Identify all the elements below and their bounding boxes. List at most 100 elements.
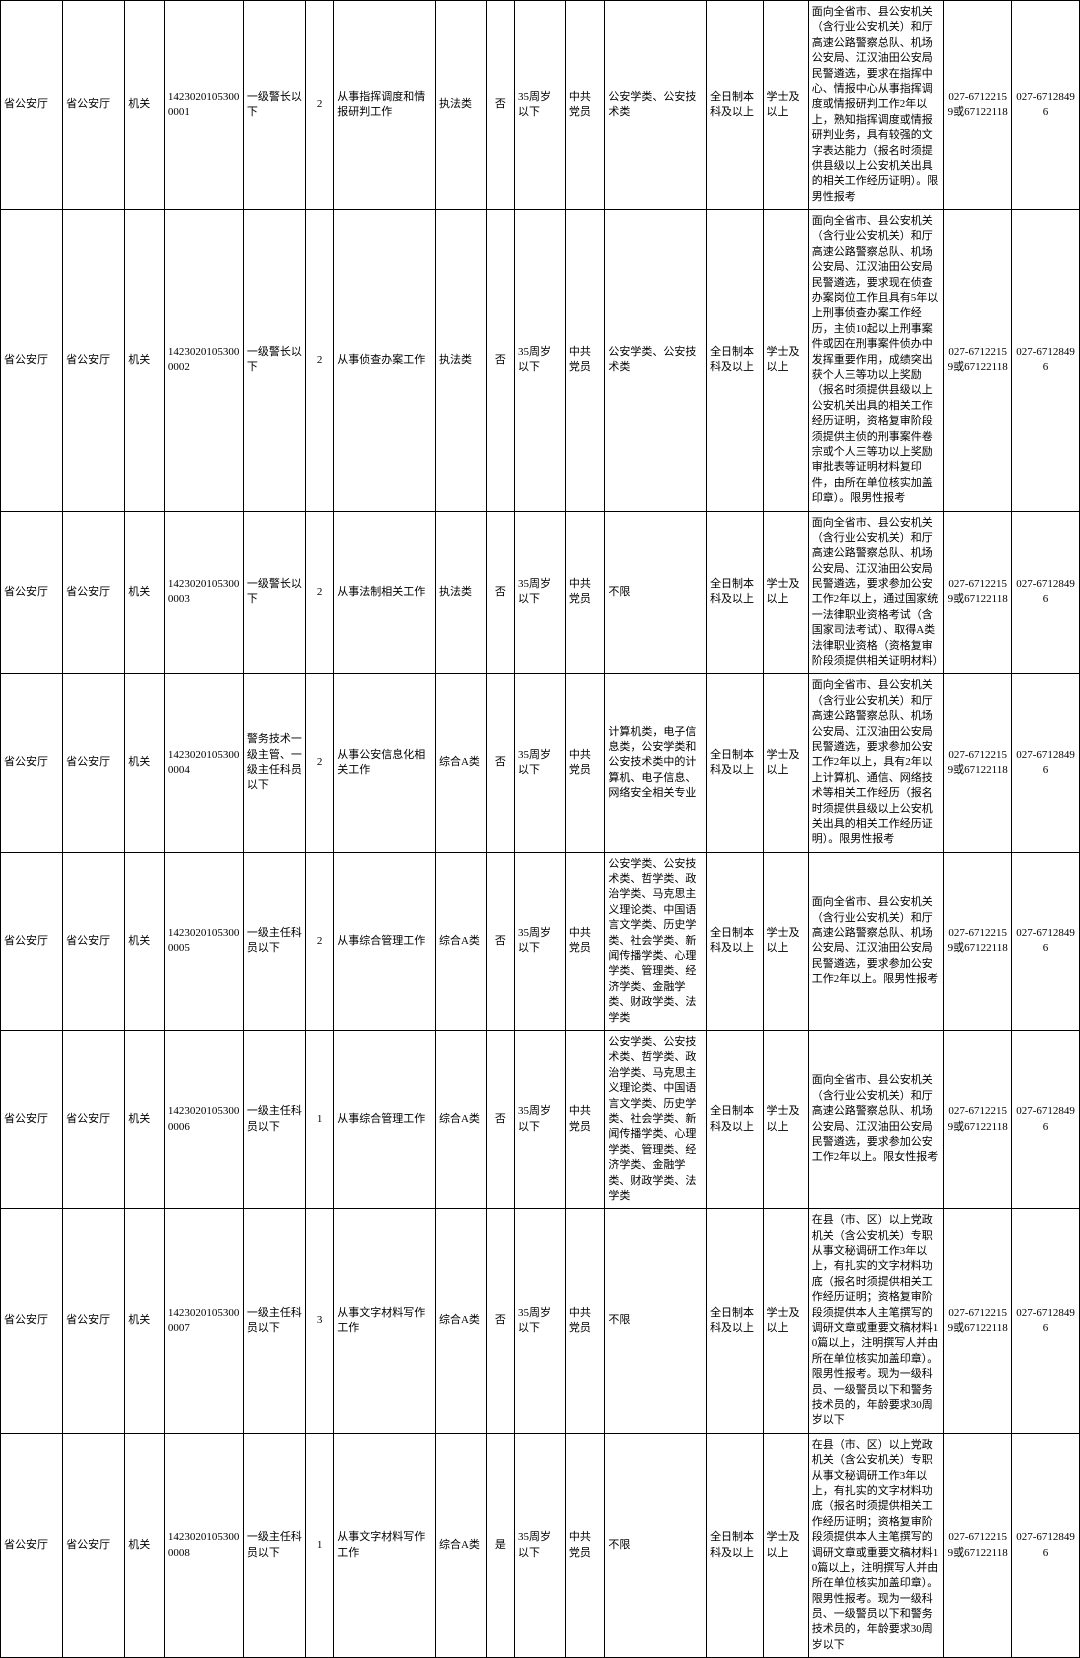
table-row: 省公安厅省公安厅机关14230201053000008一级主任科员以下1从事文字… [1,1433,1080,1657]
flag-cell: 否 [486,210,514,511]
org2-cell: 省公安厅 [63,852,125,1030]
phone2-cell: 027-67128496 [1012,210,1080,511]
code-cell: 14230201053000005 [164,852,243,1030]
duty-cell: 从事文字材料写作工作 [334,1433,436,1657]
req-cell: 在县（市、区）以上党政机关（含公安机关）专职从事文秘调研工作3年以上，有扎实的文… [808,1433,944,1657]
code-cell: 14230201053000003 [164,511,243,674]
table-row: 省公安厅省公安厅机关14230201053000006一级主任科员以下1从事综合… [1,1031,1080,1209]
degree-cell: 学士及以上 [763,511,808,674]
type-cell: 机关 [125,1,165,210]
category-cell: 执法类 [435,1,486,210]
phone1-cell: 027-67122159或67122118 [944,1209,1012,1433]
degree-cell: 学士及以上 [763,674,808,852]
edu-cell: 全日制本科及以上 [707,210,763,511]
org2-cell: 省公安厅 [63,674,125,852]
code-cell: 14230201053000006 [164,1031,243,1209]
phone2-cell: 027-67128496 [1012,1031,1080,1209]
edu-cell: 全日制本科及以上 [707,1,763,210]
phone1-cell: 027-67122159或67122118 [944,1031,1012,1209]
req-cell: 面向全省市、县公安机关（含行业公安机关）和厅高速公路警察总队、机场公安局、江汉油… [808,852,944,1030]
org1-cell: 省公安厅 [1,1209,63,1433]
type-cell: 机关 [125,1433,165,1657]
category-cell: 执法类 [435,511,486,674]
category-cell: 综合A类 [435,1433,486,1657]
duty-cell: 从事指挥调度和情报研判工作 [334,1,436,210]
type-cell: 机关 [125,852,165,1030]
flag-cell: 否 [486,1209,514,1433]
party-cell: 中共党员 [565,1,605,210]
code-cell: 14230201053000001 [164,1,243,210]
category-cell: 综合A类 [435,1209,486,1433]
type-cell: 机关 [125,511,165,674]
table-row: 省公安厅省公安厅机关14230201053000004警务技术一级主管、一级主任… [1,674,1080,852]
party-cell: 中共党员 [565,1209,605,1433]
major-cell: 公安学类、公安技术类 [605,1,707,210]
major-cell: 不限 [605,511,707,674]
req-cell: 在县（市、区）以上党政机关（含公安机关）专职从事文秘调研工作3年以上，有扎实的文… [808,1209,944,1433]
org1-cell: 省公安厅 [1,1433,63,1657]
duty-cell: 从事文字材料写作工作 [334,1209,436,1433]
edu-cell: 全日制本科及以上 [707,1433,763,1657]
phone2-cell: 027-67128496 [1012,852,1080,1030]
age-cell: 35周岁以下 [515,511,566,674]
org2-cell: 省公安厅 [63,511,125,674]
degree-cell: 学士及以上 [763,210,808,511]
degree-cell: 学士及以上 [763,1433,808,1657]
job-listing-table: 省公安厅省公安厅机关14230201053000001一级警长以下2从事指挥调度… [0,0,1080,1658]
count-cell: 1 [306,1433,334,1657]
position-cell: 一级主任科员以下 [243,852,305,1030]
edu-cell: 全日制本科及以上 [707,852,763,1030]
position-cell: 一级警长以下 [243,511,305,674]
org2-cell: 省公安厅 [63,1433,125,1657]
party-cell: 中共党员 [565,511,605,674]
org2-cell: 省公安厅 [63,1031,125,1209]
count-cell: 2 [306,852,334,1030]
duty-cell: 从事法制相关工作 [334,511,436,674]
type-cell: 机关 [125,1031,165,1209]
count-cell: 2 [306,674,334,852]
org2-cell: 省公安厅 [63,1,125,210]
table-row: 省公安厅省公安厅机关14230201053000007一级主任科员以下3从事文字… [1,1209,1080,1433]
edu-cell: 全日制本科及以上 [707,1031,763,1209]
party-cell: 中共党员 [565,852,605,1030]
position-cell: 一级警长以下 [243,210,305,511]
major-cell: 不限 [605,1209,707,1433]
degree-cell: 学士及以上 [763,852,808,1030]
edu-cell: 全日制本科及以上 [707,511,763,674]
major-cell: 公安学类、公安技术类 [605,210,707,511]
count-cell: 1 [306,1031,334,1209]
phone1-cell: 027-67122159或67122118 [944,674,1012,852]
duty-cell: 从事综合管理工作 [334,1031,436,1209]
phone1-cell: 027-67122159或67122118 [944,511,1012,674]
org1-cell: 省公安厅 [1,852,63,1030]
position-cell: 警务技术一级主管、一级主任科员以下 [243,674,305,852]
major-cell: 公安学类、公安技术类、哲学类、政治学类、马克思主义理论类、中国语言文学类、历史学… [605,1031,707,1209]
count-cell: 2 [306,1,334,210]
age-cell: 35周岁以下 [515,1433,566,1657]
duty-cell: 从事公安信息化相关工作 [334,674,436,852]
phone2-cell: 027-67128496 [1012,674,1080,852]
position-cell: 一级主任科员以下 [243,1209,305,1433]
table-row: 省公安厅省公安厅机关14230201053000003一级警长以下2从事法制相关… [1,511,1080,674]
code-cell: 14230201053000002 [164,210,243,511]
table-row: 省公安厅省公安厅机关14230201053000001一级警长以下2从事指挥调度… [1,1,1080,210]
degree-cell: 学士及以上 [763,1031,808,1209]
edu-cell: 全日制本科及以上 [707,674,763,852]
type-cell: 机关 [125,674,165,852]
party-cell: 中共党员 [565,210,605,511]
table-row: 省公安厅省公安厅机关14230201053000005一级主任科员以下2从事综合… [1,852,1080,1030]
major-cell: 公安学类、公安技术类、哲学类、政治学类、马克思主义理论类、中国语言文学类、历史学… [605,852,707,1030]
req-cell: 面向全省市、县公安机关（含行业公安机关）和厅高速公路警察总队、机场公安局、江汉油… [808,210,944,511]
edu-cell: 全日制本科及以上 [707,1209,763,1433]
req-cell: 面向全省市、县公安机关（含行业公安机关）和厅高速公路警察总队、机场公安局、江汉油… [808,1031,944,1209]
flag-cell: 否 [486,1031,514,1209]
req-cell: 面向全省市、县公安机关（含行业公安机关）和厅高速公路警察总队、机场公安局、江汉油… [808,511,944,674]
count-cell: 2 [306,210,334,511]
flag-cell: 否 [486,511,514,674]
phone1-cell: 027-67122159或67122118 [944,210,1012,511]
age-cell: 35周岁以下 [515,210,566,511]
org1-cell: 省公安厅 [1,511,63,674]
position-cell: 一级主任科员以下 [243,1031,305,1209]
org1-cell: 省公安厅 [1,674,63,852]
degree-cell: 学士及以上 [763,1209,808,1433]
